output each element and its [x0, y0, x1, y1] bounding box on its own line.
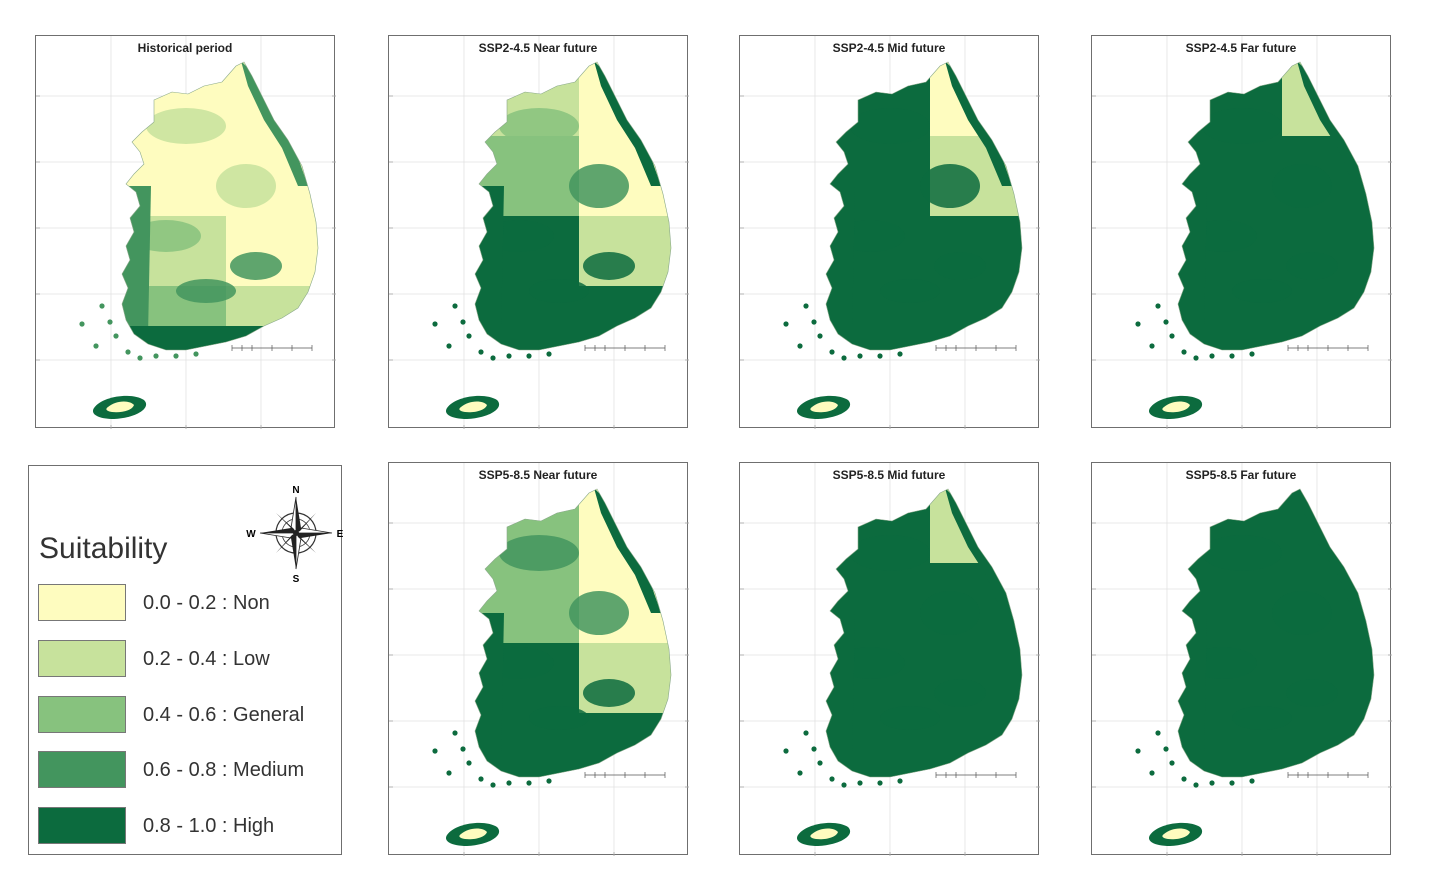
scale-bar	[584, 345, 666, 351]
legend-swatch	[38, 584, 126, 621]
panel-title: SSP2-4.5 Far future	[1185, 41, 1297, 55]
islands	[783, 730, 903, 788]
suitability-map	[389, 463, 689, 856]
map-panel-historical: Historical period	[35, 35, 336, 429]
peninsula	[475, 62, 671, 350]
legend-label: 0.8 - 1.0 : High	[143, 815, 275, 837]
compass-rose-icon: N S E W	[246, 485, 344, 585]
peninsula	[826, 62, 1022, 350]
legend-item: 0.6 - 0.8 : Medium	[38, 751, 338, 791]
suitability-map	[740, 36, 1040, 429]
legend-label: 0.6 - 0.8 : Medium	[143, 759, 305, 781]
legend-title: Suitability	[39, 532, 168, 565]
legend-swatch	[38, 640, 126, 677]
islands	[1135, 303, 1255, 361]
panel-title: Historical period	[137, 41, 233, 55]
legend-item: 0.4 - 0.6 : General	[38, 696, 338, 736]
legend-swatch	[38, 807, 126, 844]
panel-title: SSP5-8.5 Mid future	[832, 468, 946, 482]
islands	[79, 303, 199, 361]
scale-bar	[935, 772, 1017, 778]
map-panel-ssp585-near: SSP5-8.5 Near future	[388, 462, 689, 856]
map-panel-ssp585-far: SSP5-8.5 Far future	[1091, 462, 1392, 856]
suitability-map	[389, 36, 689, 429]
legend-swatch	[38, 751, 126, 788]
suitability-map	[740, 463, 1040, 856]
legend: N S E W Suitability 0.0 - 0.2 : Non 0.2 …	[28, 465, 344, 855]
suitability-map	[1092, 463, 1392, 856]
scale-bar	[1287, 345, 1369, 351]
panel-title: SSP2-4.5 Mid future	[832, 41, 946, 55]
peninsula	[826, 489, 1022, 777]
scale-bar	[935, 345, 1017, 351]
islands	[432, 303, 552, 361]
scale-bar	[231, 345, 313, 351]
map-panel-ssp245-near: SSP2-4.5 Near future	[388, 35, 689, 429]
legend-label: 0.4 - 0.6 : General	[143, 704, 305, 726]
islands	[783, 303, 903, 361]
map-panel-ssp245-mid: SSP2-4.5 Mid future	[739, 35, 1040, 429]
compass-w: W	[246, 529, 256, 540]
panel-title: SSP5-8.5 Near future	[478, 468, 598, 482]
suitability-map	[1092, 36, 1392, 429]
panel-title: SSP2-4.5 Near future	[478, 41, 598, 55]
peninsula	[122, 62, 318, 350]
compass-e: E	[337, 529, 344, 540]
legend-label: 0.0 - 0.2 : Non	[143, 592, 270, 614]
scale-bar	[1287, 772, 1369, 778]
peninsula	[475, 489, 671, 777]
compass-s: S	[293, 574, 300, 585]
legend-item: 0.0 - 0.2 : Non	[38, 584, 338, 624]
map-panel-ssp245-far: SSP2-4.5 Far future	[1091, 35, 1392, 429]
legend-swatch	[38, 696, 126, 733]
legend-label: 0.2 - 0.4 : Low	[143, 648, 270, 670]
peninsula	[1178, 62, 1374, 350]
peninsula	[1178, 489, 1374, 777]
islands	[432, 730, 552, 788]
panel-title: SSP5-8.5 Far future	[1185, 468, 1297, 482]
islands	[1135, 730, 1255, 788]
legend-item: 0.2 - 0.4 : Low	[38, 640, 338, 680]
map-panel-ssp585-mid: SSP5-8.5 Mid future	[739, 462, 1040, 856]
compass-n: N	[292, 485, 299, 496]
suitability-map	[36, 36, 336, 429]
scale-bar	[584, 772, 666, 778]
legend-item: 0.8 - 1.0 : High	[38, 807, 338, 847]
